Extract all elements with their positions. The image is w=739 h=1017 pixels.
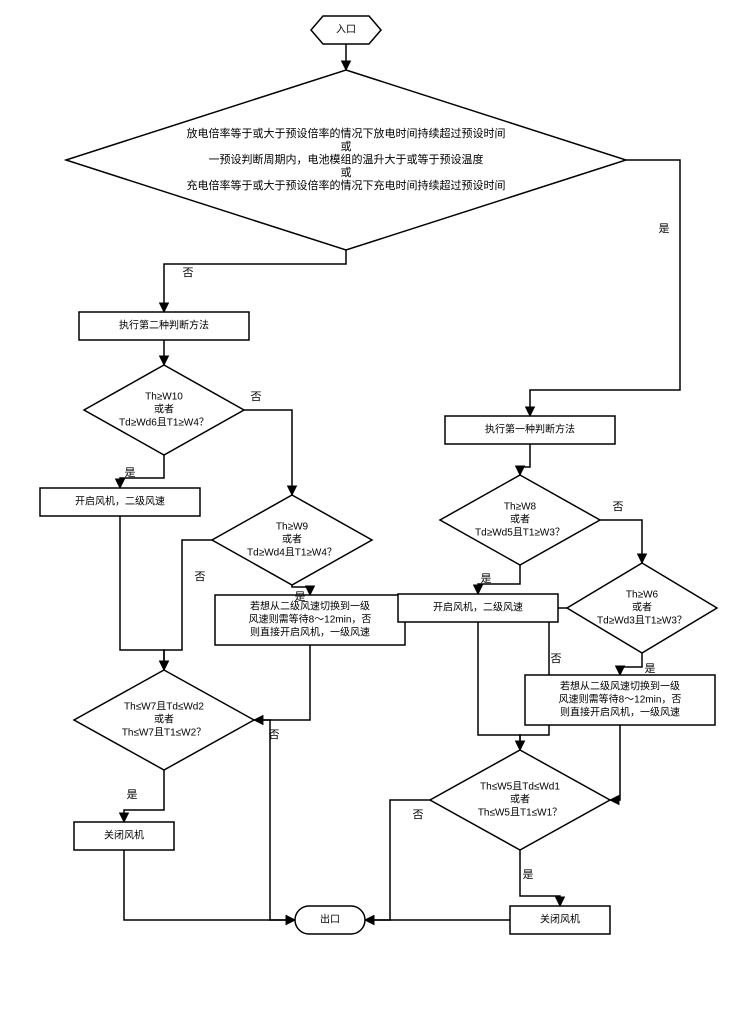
node-close2: 关闭风机 bbox=[74, 822, 174, 850]
svg-text:或者: 或者 bbox=[282, 534, 302, 546]
svg-text:入口: 入口 bbox=[336, 25, 356, 36]
svg-text:Th≥W9: Th≥W9 bbox=[276, 522, 309, 533]
edge-label: 否 bbox=[269, 729, 280, 741]
svg-text:或者: 或者 bbox=[510, 794, 530, 806]
node-fan1_2: 开启风机，二级风速 bbox=[398, 594, 558, 622]
svg-text:风速则需等待8～12min，否: 风速则需等待8～12min，否 bbox=[559, 693, 682, 706]
svg-text:则直接开启风机，一级风速: 则直接开启风机，一级风速 bbox=[560, 706, 680, 719]
svg-text:若想从二级风速切换到一级: 若想从二级风速切换到一级 bbox=[560, 680, 680, 693]
node-d1b: Th≥W6或者Td≥Wd3且T1≥W3？ bbox=[567, 563, 717, 653]
node-switch1: 若想从二级风速切换到一级风速则需等待8～12min，否则直接开启风机，一级风速 bbox=[525, 675, 715, 725]
edge-label: 否 bbox=[613, 501, 624, 513]
svg-text:Th≥W6: Th≥W6 bbox=[626, 590, 659, 601]
svg-text:则直接开启风机，一级风速: 则直接开启风机，一级风速 bbox=[250, 626, 370, 639]
node-entry: 入口 bbox=[311, 16, 381, 44]
node-big_dec: 放电倍率等于或大于预设倍率的情况下放电时间持续超过预设时间或一预设判断周期内，电… bbox=[66, 70, 626, 250]
svg-text:或: 或 bbox=[341, 140, 352, 153]
svg-text:执行第二种判断方法: 执行第二种判断方法 bbox=[119, 319, 209, 332]
node-d2c: Th≤W7且Td≤Wd2或者Th≤W7且T1≤W2？ bbox=[74, 670, 254, 770]
edge-label: 否 bbox=[551, 653, 562, 665]
svg-text:Th≤W5且Td≤Wd1: Th≤W5且Td≤Wd1 bbox=[480, 781, 560, 793]
node-close1: 关闭风机 bbox=[510, 906, 610, 934]
svg-text:开启风机，二级风速: 开启风机，二级风速 bbox=[433, 601, 523, 614]
edge-label: 是 bbox=[659, 222, 670, 235]
svg-text:若想从二级风速切换到一级: 若想从二级风速切换到一级 bbox=[250, 600, 370, 613]
edge-label: 是 bbox=[645, 662, 656, 675]
svg-text:Th≤W7且Td≤Wd2: Th≤W7且Td≤Wd2 bbox=[124, 701, 204, 713]
node-d2b: Th≥W9或者Td≥Wd4且T1≥W4？ bbox=[212, 495, 372, 585]
edge-label: 是 bbox=[125, 466, 136, 479]
svg-text:Th≤W5且T1≤W1？: Th≤W5且T1≤W1？ bbox=[478, 807, 562, 819]
node-d1c: Th≤W5且Td≤Wd1或者Th≤W5且T1≤W1？ bbox=[430, 750, 610, 850]
svg-text:Th≤W7且T1≤W2？: Th≤W7且T1≤W2？ bbox=[122, 727, 206, 739]
svg-text:放电倍率等于或大于预设倍率的情况下放电时间持续超过预设时间: 放电倍率等于或大于预设倍率的情况下放电时间持续超过预设时间 bbox=[187, 126, 506, 140]
svg-text:一预设判断周期内，电池模组的温升大于或等于预设温度: 一预设判断周期内，电池模组的温升大于或等于预设温度 bbox=[209, 152, 484, 166]
edge-label: 否 bbox=[183, 267, 194, 279]
node-switch2: 若想从二级风速切换到一级风速则需等待8～12min，否则直接开启风机，一级风速 bbox=[215, 595, 405, 645]
svg-text:出口: 出口 bbox=[320, 913, 340, 926]
svg-text:或: 或 bbox=[341, 166, 352, 179]
svg-text:或者: 或者 bbox=[154, 404, 174, 416]
svg-text:或者: 或者 bbox=[154, 714, 174, 726]
node-exec2: 执行第二种判断方法 bbox=[79, 312, 249, 340]
edge-label: 是 bbox=[481, 572, 492, 585]
svg-text:关闭风机: 关闭风机 bbox=[104, 829, 144, 842]
node-d2a: Th≥W10或者Td≥Wd6且T1≥W4？ bbox=[84, 365, 244, 455]
edge-label: 是 bbox=[295, 590, 306, 603]
svg-text:执行第一种判断方法: 执行第一种判断方法 bbox=[485, 423, 575, 436]
svg-text:或者: 或者 bbox=[510, 514, 530, 526]
svg-text:Td≥Wd5且T1≥W3？: Td≥Wd5且T1≥W3？ bbox=[475, 527, 565, 539]
edge-label: 是 bbox=[127, 788, 138, 801]
node-exit: 出口 bbox=[295, 906, 365, 934]
svg-text:关闭风机: 关闭风机 bbox=[540, 913, 580, 926]
edge-label: 否 bbox=[413, 809, 424, 821]
node-fan2_2: 开启风机，二级风速 bbox=[40, 488, 200, 516]
svg-text:开启风机，二级风速: 开启风机，二级风速 bbox=[75, 495, 165, 508]
svg-text:或者: 或者 bbox=[632, 602, 652, 614]
node-d1a: Th≥W8或者Td≥Wd5且T1≥W3？ bbox=[440, 475, 600, 565]
svg-text:Td≥Wd6且T1≥W4？: Td≥Wd6且T1≥W4？ bbox=[119, 417, 209, 429]
svg-text:Th≥W10: Th≥W10 bbox=[145, 392, 183, 403]
edge-label: 是 bbox=[523, 868, 534, 881]
svg-text:风速则需等待8～12min，否: 风速则需等待8～12min，否 bbox=[249, 613, 372, 626]
svg-text:Th≥W8: Th≥W8 bbox=[504, 502, 537, 513]
edge-label: 否 bbox=[251, 391, 262, 403]
node-exec1: 执行第一种判断方法 bbox=[445, 416, 615, 444]
edge-label: 否 bbox=[195, 571, 206, 583]
svg-text:Td≥Wd3且T1≥W3？: Td≥Wd3且T1≥W3？ bbox=[597, 615, 687, 627]
svg-text:Td≥Wd4且T1≥W4？: Td≥Wd4且T1≥W4？ bbox=[247, 547, 337, 559]
svg-text:充电倍率等于或大于预设倍率的情况下充电时间持续超过预设时间: 充电倍率等于或大于预设倍率的情况下充电时间持续超过预设时间 bbox=[187, 178, 506, 192]
